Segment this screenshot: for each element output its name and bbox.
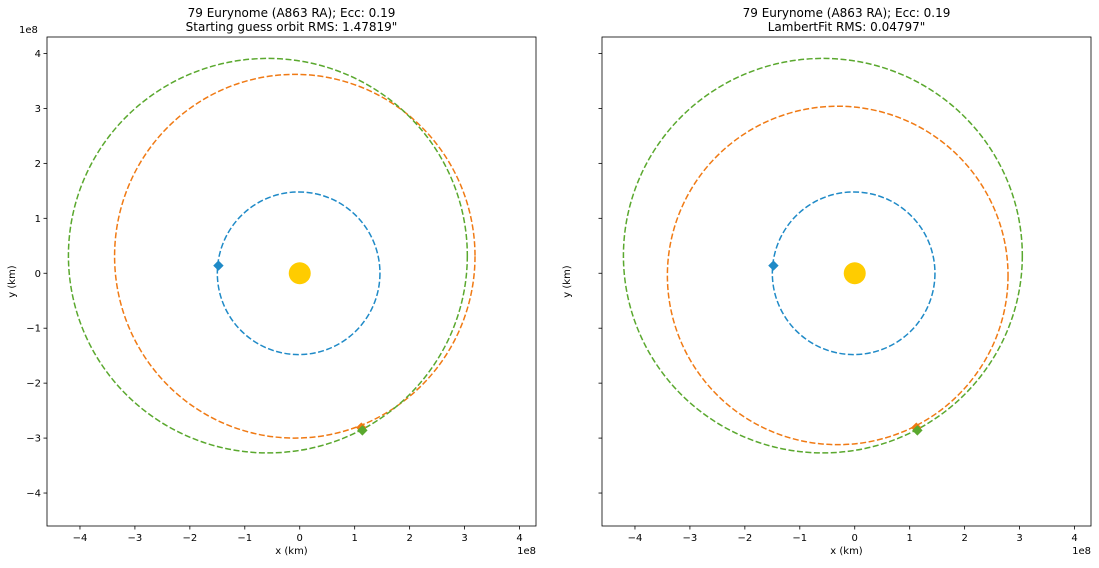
y-offset-text: 1e8 (19, 25, 38, 36)
x-axis-label: x (km) (275, 546, 308, 557)
x-tick-label: 2 (961, 533, 967, 544)
x-tick-label: 1 (906, 533, 912, 544)
orbit-1 (216, 191, 381, 356)
y-tick-label: −3 (26, 434, 41, 445)
y-tick-label: 2 (35, 159, 41, 170)
plot-area (67, 57, 476, 454)
chart-subtitle: Starting guess orbit RMS: 1.47819" (186, 20, 398, 34)
x-tick-label: −1 (792, 533, 807, 544)
orbit-2 (113, 73, 476, 439)
x-tick-label: −1 (237, 533, 252, 544)
x-tick-label: 0 (852, 533, 858, 544)
axes-frame (46, 36, 537, 527)
x-tick-label: 2 (406, 533, 412, 544)
orbit-3 (67, 57, 469, 454)
chart-subtitle: LambertFit RMS: 0.04797" (768, 20, 926, 34)
orbit-1 (771, 191, 936, 356)
x-tick-label: 0 (297, 533, 303, 544)
x-tick-label: −4 (73, 533, 88, 544)
x-tick-label: −2 (737, 533, 752, 544)
chart-title: 79 Eurynome (A863 RA); Ecc: 0.19 (743, 6, 951, 20)
sun-marker (288, 262, 311, 285)
chart-panel-1: 79 Eurynome (A863 RA); Ecc: 0.19Starting… (7, 6, 537, 557)
x-tick-label: 4 (516, 533, 522, 544)
y-tick-label: −4 (26, 489, 41, 500)
position-marker-3 (357, 425, 368, 436)
y-axis-label: y (km) (562, 265, 573, 298)
chart-panel-2: 79 Eurynome (A863 RA); Ecc: 0.19LambertF… (562, 6, 1092, 557)
chart-title: 79 Eurynome (A863 RA); Ecc: 0.19 (188, 6, 396, 20)
x-tick-label: 3 (461, 533, 467, 544)
axes-frame (601, 36, 1092, 527)
y-tick-label: 4 (35, 49, 41, 60)
position-marker-3 (912, 425, 923, 436)
y-axis-label: y (km) (7, 265, 18, 298)
x-tick-label: −4 (628, 533, 643, 544)
y-tick-label: 3 (35, 104, 41, 115)
x-tick-label: −2 (182, 533, 197, 544)
x-tick-label: 4 (1071, 533, 1077, 544)
orbit-2 (666, 105, 1009, 446)
x-offset-text: 1e8 (1072, 546, 1091, 557)
x-offset-text: 1e8 (517, 546, 536, 557)
x-axis-label: x (km) (830, 546, 863, 557)
position-marker-1 (768, 260, 779, 271)
y-tick-label: −2 (26, 379, 41, 390)
y-tick-label: 1 (35, 214, 41, 225)
y-tick-label: −1 (26, 324, 41, 335)
plot-area (622, 57, 1024, 454)
x-tick-label: 1 (351, 533, 357, 544)
x-tick-label: 3 (1016, 533, 1022, 544)
orbit-3 (622, 57, 1024, 454)
y-tick-label: 0 (35, 269, 41, 280)
x-tick-label: −3 (128, 533, 143, 544)
sun-marker (843, 262, 866, 285)
x-tick-label: −3 (683, 533, 698, 544)
position-marker-1 (213, 260, 224, 271)
